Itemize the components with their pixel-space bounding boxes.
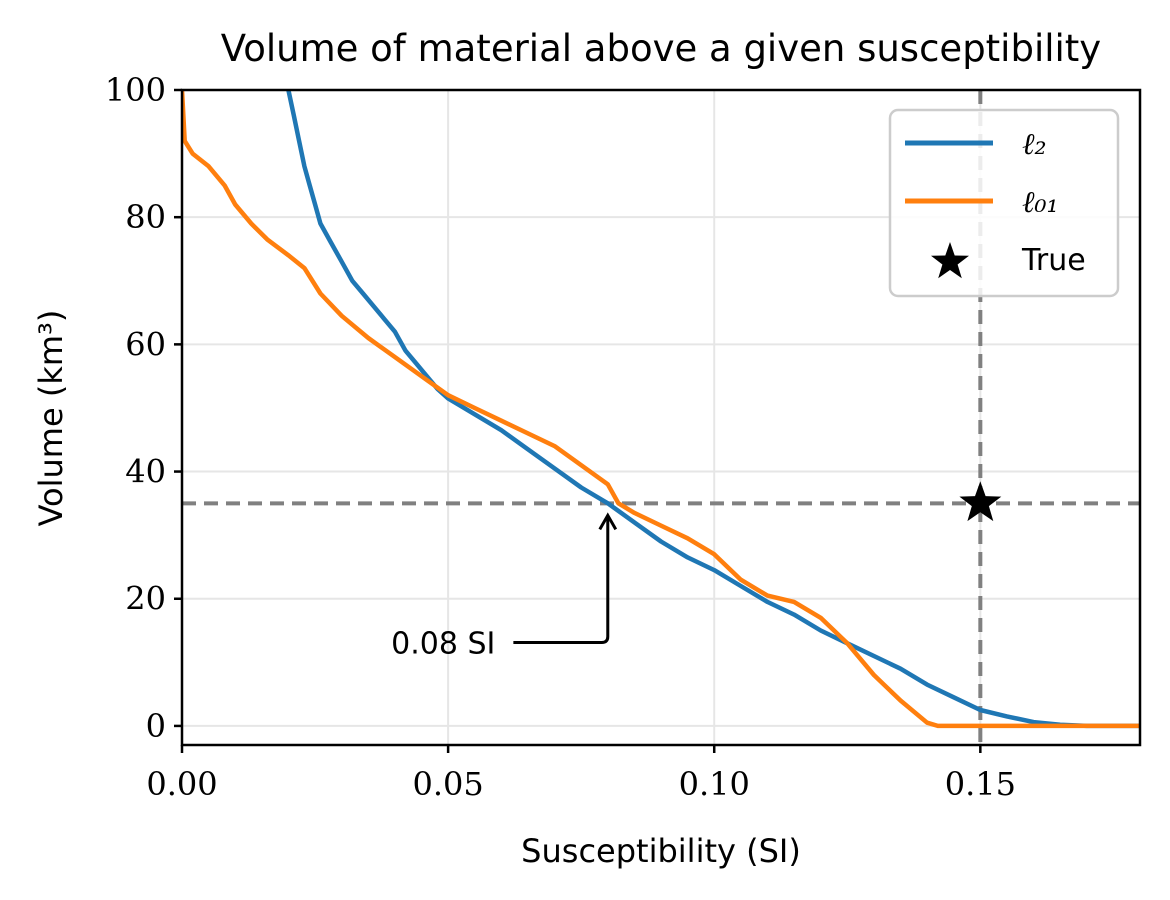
y-axis-label: Volume (km³) xyxy=(32,310,70,527)
y-tick-label: 60 xyxy=(125,325,166,363)
annotation-arrowhead xyxy=(598,512,618,531)
annotation-label: 0.08 SI xyxy=(391,627,495,662)
chart-title: Volume of material above a given suscept… xyxy=(221,27,1101,70)
y-tick-label: 40 xyxy=(125,453,166,491)
legend-star-icon xyxy=(931,242,969,279)
legend-box xyxy=(888,108,1120,298)
true-marker-star-icon xyxy=(959,481,1002,522)
x-tick-label: 0.15 xyxy=(945,765,1016,803)
y-tick-label: 20 xyxy=(125,580,166,618)
legend-label-true: True xyxy=(1021,243,1086,278)
annotation-arrow xyxy=(513,517,610,645)
x-tick-label: 0.10 xyxy=(679,765,750,803)
x-tick-label: 0.05 xyxy=(412,765,483,803)
y-tick-label: 100 xyxy=(105,71,166,109)
series-line-1 xyxy=(182,90,1140,729)
series-line-0 xyxy=(286,90,1140,729)
annotation-group: 0.08 SI xyxy=(391,512,618,662)
series-group xyxy=(182,90,1140,729)
y-tick-label: 0 xyxy=(146,707,166,745)
legend-label-l01: ℓ₀₁ xyxy=(1022,185,1059,220)
plot-frame xyxy=(180,88,1142,747)
x-tick-label: 0.00 xyxy=(146,765,217,803)
true-marker-group xyxy=(959,481,1002,522)
x-axis-label: Susceptibility (SI) xyxy=(521,832,801,870)
x-axis-ticks: 0.00 0.05 0.10 0.15 xyxy=(146,745,1016,803)
legend-label-l2: ℓ₂ xyxy=(1022,127,1047,162)
y-tick-label: 80 xyxy=(125,198,166,236)
y-axis-ticks: 0 20 40 60 80 100 xyxy=(105,71,182,745)
legend: ℓ₂ ℓ₀₁ True xyxy=(888,108,1120,298)
